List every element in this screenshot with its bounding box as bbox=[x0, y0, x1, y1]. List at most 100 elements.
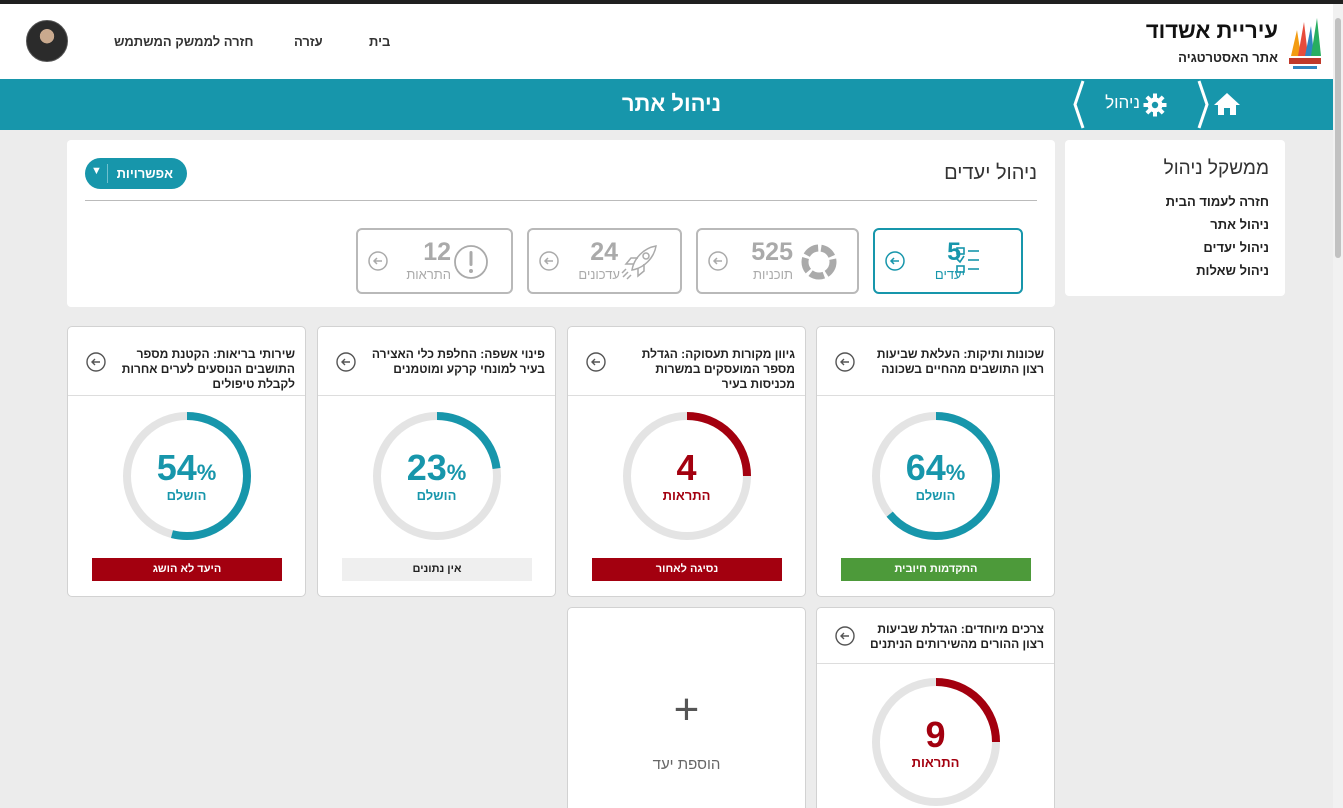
sidebar-item-home[interactable]: חזרה לעמוד הבית bbox=[1165, 194, 1269, 209]
sidebar-item-site-admin[interactable]: ניהול אתר bbox=[1210, 217, 1269, 232]
goal-status-badge: התקדמות חיובית bbox=[841, 558, 1031, 581]
goal-card-unit: % bbox=[196, 460, 217, 485]
goal-status-badge: נסיגה לאחור bbox=[592, 558, 782, 581]
goal-card-label: התראות bbox=[911, 755, 960, 770]
goal-progress-arc bbox=[623, 412, 751, 540]
goal-progress-ring bbox=[123, 412, 251, 540]
arrow-left-circle-icon bbox=[708, 251, 728, 271]
stat-updates-value: 24 bbox=[590, 238, 618, 266]
stat-plans-label: תוכניות bbox=[753, 267, 793, 282]
brand-subtitle: אתר האסטרטגיה bbox=[1178, 50, 1278, 65]
goal-card-value: 9 bbox=[817, 714, 1054, 756]
goal-progress-arc bbox=[872, 678, 1000, 806]
stat-plans-value: 525 bbox=[751, 238, 793, 266]
sidebar-item-goals-admin[interactable]: ניהול יעדים bbox=[1203, 240, 1269, 255]
arrow-left-circle-icon bbox=[539, 251, 559, 271]
goal-progress-ring bbox=[373, 412, 501, 540]
nav-help-link[interactable]: עזרה bbox=[294, 34, 323, 49]
chevron-down-icon: ▼ bbox=[91, 165, 102, 177]
nav-back-to-user-link[interactable]: חזרה לממשק המשתמש bbox=[114, 34, 254, 49]
goal-card[interactable]: גיוון מקורות תעסוקה: הגדלת מספר המועסקים… bbox=[567, 326, 806, 597]
goal-card-number: 54 bbox=[156, 447, 197, 488]
goal-card[interactable]: צרכים מיוחדים: הגדלת שביעות רצון ההורים … bbox=[816, 607, 1055, 808]
options-label: אפשרויות bbox=[116, 166, 173, 181]
stat-updates-label: עדכונים bbox=[578, 267, 620, 282]
goal-progress-ring bbox=[872, 678, 1000, 806]
stat-goals-label: יעדים bbox=[934, 267, 965, 282]
stat-goals[interactable]: 5 יעדים bbox=[873, 228, 1023, 294]
arrow-left-circle-icon[interactable] bbox=[834, 351, 856, 373]
stat-alerts-value: 12 bbox=[423, 238, 451, 266]
arrow-left-circle-icon[interactable] bbox=[585, 351, 607, 373]
home-icon bbox=[1197, 80, 1240, 129]
goal-card-number: 64 bbox=[905, 447, 946, 488]
goal-card-title: צרכים מיוחדים: הגדלת שביעות רצון ההורים … bbox=[870, 622, 1044, 651]
goal-card-title: פינוי אשפה: החלפת כלי האצירה בעיר למונחי… bbox=[371, 347, 545, 376]
stat-updates[interactable]: 24 עדכונים bbox=[527, 228, 682, 294]
goal-card-unit: % bbox=[446, 460, 467, 485]
nav-home-link[interactable]: בית bbox=[369, 34, 391, 49]
goal-card-divider bbox=[318, 395, 555, 396]
stat-alerts[interactable]: 12 התראות bbox=[356, 228, 513, 294]
breadcrumb-chevron-icon bbox=[1073, 80, 1085, 129]
checklist-icon bbox=[956, 247, 979, 273]
rocket-icon bbox=[621, 245, 657, 280]
donut-icon bbox=[801, 244, 837, 280]
scrollbar-thumb[interactable] bbox=[1335, 18, 1341, 258]
goal-card[interactable]: שירותי בריאות: הקטנת מספר התושבים הנוסעי… bbox=[67, 326, 306, 597]
goal-card-number: 4 bbox=[676, 447, 697, 488]
arrow-left-circle-icon bbox=[368, 251, 388, 271]
admin-sidebar: ממשקל ניהול חזרה לעמוד הבית ניהול אתר ני… bbox=[1065, 140, 1285, 296]
goal-card-title: גיוון מקורות תעסוקה: הגדלת מספר המועסקים… bbox=[641, 347, 795, 391]
goal-card-divider bbox=[817, 663, 1054, 664]
goal-progress-arc bbox=[123, 412, 251, 540]
goal-card-value: 54% bbox=[68, 447, 305, 489]
site-header: עיריית אשדוד אתר האסטרטגיה בית עזרה חזרה… bbox=[0, 4, 1343, 79]
goal-progress-ring bbox=[872, 412, 1000, 540]
goal-card-title: שכונות ותיקות: העלאת שביעות רצון התושבים… bbox=[876, 347, 1044, 376]
brand-title: עיריית אשדוד bbox=[1145, 18, 1278, 43]
goal-card-label: הושלם bbox=[166, 488, 207, 503]
breadcrumb-home[interactable] bbox=[1193, 79, 1248, 130]
page-title: ניהול אתר bbox=[621, 91, 722, 116]
goal-card-title: שירותי בריאות: הקטנת מספר התושבים הנוסעי… bbox=[121, 347, 295, 391]
stat-goals-value: 5 bbox=[947, 238, 961, 266]
panel-divider bbox=[85, 200, 1037, 201]
goal-card[interactable]: שכונות ותיקות: העלאת שביעות רצון התושבים… bbox=[816, 326, 1055, 597]
options-dropdown-button[interactable]: אפשרויות ▼ bbox=[85, 158, 187, 189]
arrow-left-circle-icon[interactable] bbox=[834, 625, 856, 647]
breadcrumb-admin-label: ניהול bbox=[1105, 93, 1140, 112]
gear-icon bbox=[1143, 93, 1167, 117]
user-avatar[interactable] bbox=[26, 20, 68, 62]
arrow-left-circle-icon[interactable] bbox=[335, 351, 357, 373]
page-scrollbar[interactable] bbox=[1333, 4, 1343, 808]
goals-panel: ניהול יעדים אפשרויות ▼ 5 יעדים 525 תוכני… bbox=[67, 140, 1055, 307]
goal-card-value: 64% bbox=[817, 447, 1054, 489]
goal-card-unit: % bbox=[945, 460, 966, 485]
stat-alerts-label: התראות bbox=[406, 267, 451, 282]
stat-plans[interactable]: 525 תוכניות bbox=[696, 228, 859, 294]
goal-card-divider bbox=[568, 395, 805, 396]
goal-card-label: הושלם bbox=[915, 488, 956, 503]
sidebar-title: ממשקל ניהול bbox=[1163, 158, 1269, 179]
breadcrumb-admin[interactable]: ניהול bbox=[1073, 79, 1195, 130]
goal-card-label: התראות bbox=[662, 488, 711, 503]
ashdod-logo bbox=[1289, 18, 1321, 69]
arrow-left-circle-icon[interactable] bbox=[85, 351, 107, 373]
plus-icon: + bbox=[673, 685, 700, 734]
add-goal-card[interactable]: + הוספת יעד bbox=[567, 607, 806, 808]
goal-card-label: הושלם bbox=[416, 488, 457, 503]
title-bar: ניהול אתר ניהול bbox=[0, 79, 1343, 130]
goal-card[interactable]: פינוי אשפה: החלפת כלי האצירה בעיר למונחי… bbox=[317, 326, 556, 597]
goal-card-divider bbox=[68, 395, 305, 396]
goal-status-badge: אין נתונים bbox=[342, 558, 532, 581]
goal-card-number: 9 bbox=[925, 714, 946, 755]
goal-progress-ring bbox=[623, 412, 751, 540]
goal-progress-arc bbox=[373, 412, 501, 540]
goal-card-divider bbox=[817, 395, 1054, 396]
sidebar-item-questions-admin[interactable]: ניהול שאלות bbox=[1196, 263, 1269, 278]
goal-progress-arc bbox=[872, 412, 1000, 540]
goal-card-value: 4 bbox=[568, 447, 805, 489]
goal-card-number: 23 bbox=[406, 447, 447, 488]
goal-card-value: 23% bbox=[318, 447, 555, 489]
